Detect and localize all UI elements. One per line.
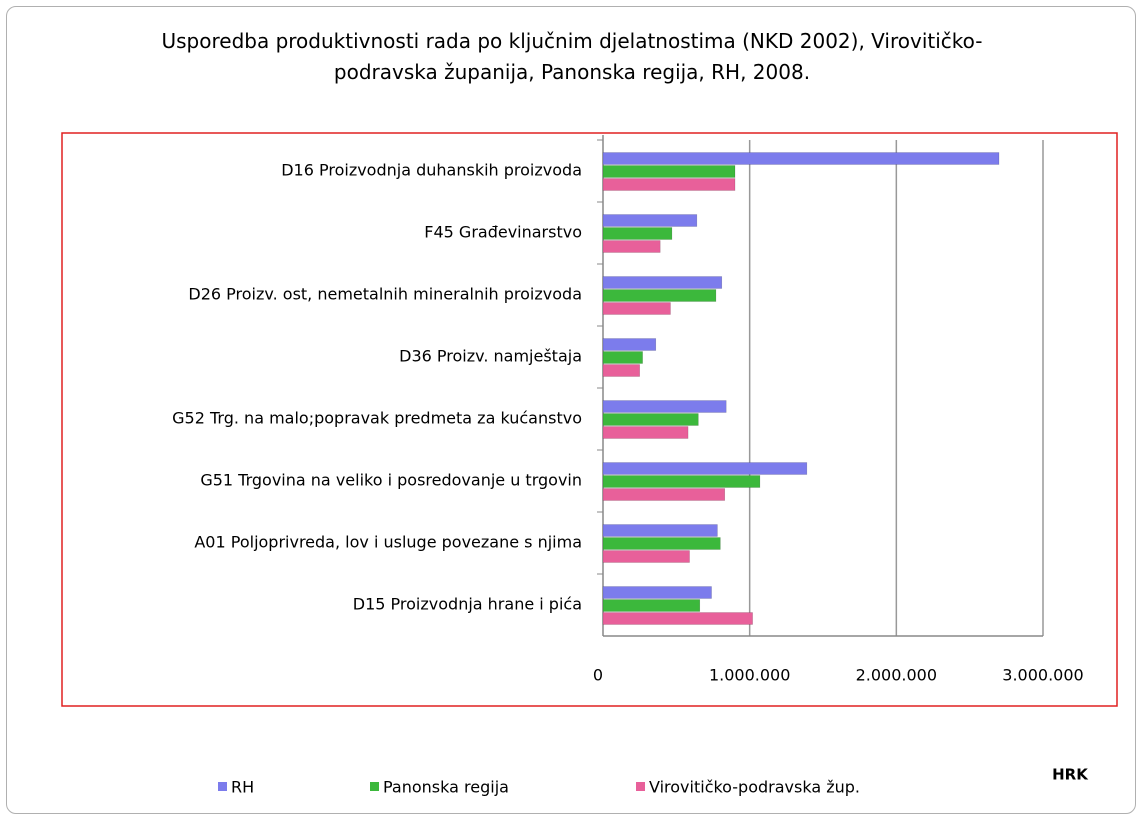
bar xyxy=(602,338,657,351)
unit-label: HRK xyxy=(1052,766,1089,784)
bar xyxy=(602,289,717,302)
bar xyxy=(602,240,661,253)
x-tick-label: 0 xyxy=(593,666,603,685)
y-tick-label: D36 Proizv. namještaja xyxy=(399,347,582,366)
x-tick-label: 2.000.000 xyxy=(856,666,937,685)
bar xyxy=(602,586,712,599)
bar xyxy=(602,351,643,364)
legend-label: Panonska regija xyxy=(383,778,509,797)
plot-border xyxy=(61,132,1118,707)
x-tick-label: 3.000.000 xyxy=(1002,666,1083,685)
bar xyxy=(602,599,701,612)
bar xyxy=(602,524,718,537)
y-tick-label: G51 Trgovina na veliko i posredovanje u … xyxy=(200,471,582,490)
bar xyxy=(602,178,736,191)
y-tick-label: D16 Proizvodnja duhanskih proizvoda xyxy=(281,161,582,180)
y-tick-label: G52 Trg. na malo;popravak predmeta za ku… xyxy=(172,409,582,428)
bar xyxy=(602,475,761,488)
bar xyxy=(602,165,736,178)
y-tick-label: A01 Poljoprivreda, lov i usluge povezane… xyxy=(194,533,582,552)
bar xyxy=(602,426,689,439)
x-tick-label: 1.000.000 xyxy=(709,666,790,685)
bar xyxy=(602,276,723,289)
legend-label: RH xyxy=(231,778,254,797)
chart-frame xyxy=(6,6,1136,814)
legend-label: Virovitičko-podravska žup. xyxy=(649,778,860,797)
bar xyxy=(602,537,721,550)
bar xyxy=(602,550,690,563)
legend-swatch xyxy=(636,782,645,791)
bar xyxy=(602,227,673,240)
bar xyxy=(602,152,1000,165)
bar xyxy=(602,214,698,227)
bar xyxy=(602,400,727,413)
y-tick-label: D15 Proizvodnja hrane i pića xyxy=(353,595,582,614)
chart-title: Usporedba produktivnosti rada po ključni… xyxy=(161,29,983,84)
y-tick-label: F45 Građevinarstvo xyxy=(424,223,582,242)
bar xyxy=(602,462,808,475)
legend-swatch xyxy=(370,782,379,791)
bar xyxy=(602,413,699,426)
bar xyxy=(602,612,753,625)
legend-swatch xyxy=(218,782,227,791)
bar xyxy=(602,302,671,315)
y-tick-label: D26 Proizv. ost, nemetalnih mineralnih p… xyxy=(188,285,582,304)
bar xyxy=(602,488,725,501)
bar xyxy=(602,364,640,377)
